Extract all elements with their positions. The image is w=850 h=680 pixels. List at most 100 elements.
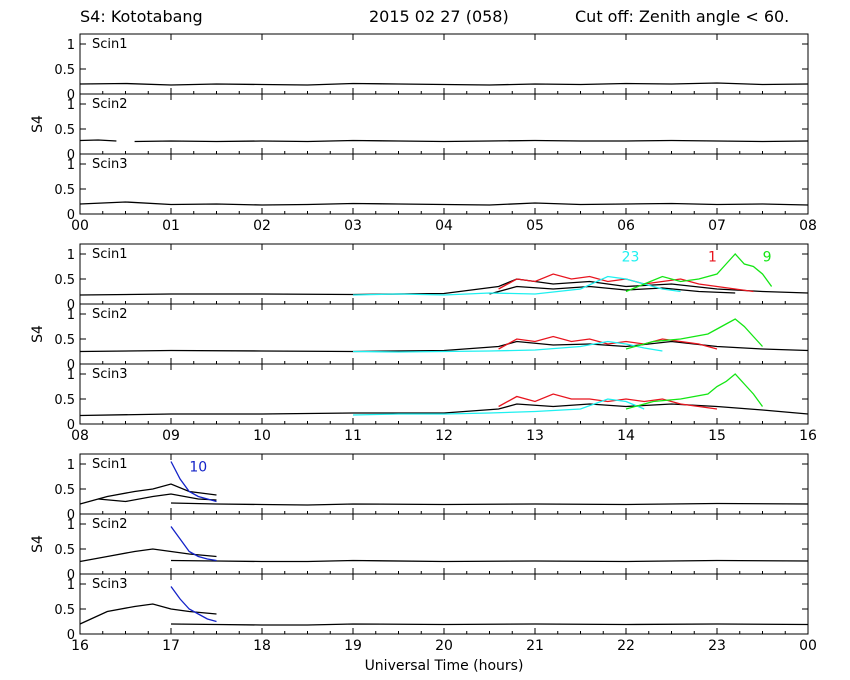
series-line-green — [625, 253, 773, 293]
y-tick-label: 1 — [67, 98, 75, 113]
annotation-label: 9 — [763, 250, 772, 266]
panel-label: Scin1 — [92, 457, 128, 472]
series-line-black — [79, 139, 117, 142]
annotation-label: 1 — [708, 250, 717, 266]
y-tick-label: 0.5 — [54, 123, 75, 138]
y-axis-label: S4 — [30, 535, 46, 553]
x-tick-label: 16 — [799, 428, 817, 444]
y-tick-label: 0 — [67, 628, 75, 643]
x-tick-label: 09 — [162, 428, 180, 444]
series-line-black — [489, 285, 736, 295]
y-axis-label: S4 — [30, 325, 46, 343]
series-line-black — [79, 483, 217, 505]
y-tick-label: 1 — [67, 248, 75, 263]
panel-label: Scin2 — [92, 517, 128, 532]
y-tick-label: 1 — [67, 38, 75, 53]
x-axis-label: Universal Time (hours) — [365, 658, 524, 674]
panel-frame — [79, 93, 809, 155]
x-tick-label: 17 — [162, 638, 180, 654]
panel-frame — [79, 513, 809, 575]
x-tick-label: 11 — [344, 428, 362, 444]
series-line-black — [170, 502, 809, 506]
series-line-cyan — [352, 398, 645, 416]
x-tick-label: 08 — [71, 428, 89, 444]
y-tick-label: 0 — [67, 148, 75, 163]
y-tick-label: 0.5 — [54, 63, 75, 78]
panel-frame — [79, 363, 809, 425]
series-line-black — [79, 548, 217, 563]
x-tick-label: 06 — [617, 218, 635, 234]
x-tick-label: 19 — [344, 638, 362, 654]
y-tick-label: 0 — [67, 298, 75, 313]
x-tick-label: 12 — [435, 428, 453, 444]
x-tick-label: 13 — [526, 428, 544, 444]
panel-label: Scin3 — [92, 367, 128, 382]
panel-label: Scin3 — [92, 157, 128, 172]
panel-label: Scin1 — [92, 247, 128, 262]
series-line-red — [498, 335, 718, 350]
x-tick-label: 04 — [435, 218, 453, 234]
x-tick-label: 22 — [617, 638, 635, 654]
series-line-cyan — [352, 275, 681, 296]
y-tick-label: 1 — [67, 158, 75, 173]
x-tick-label: 18 — [253, 638, 271, 654]
series-line-black — [98, 493, 217, 503]
y-tick-label: 0 — [67, 88, 75, 103]
y-tick-label: 0 — [67, 208, 75, 223]
series-line-black — [170, 559, 809, 563]
series-line-green — [625, 373, 764, 410]
y-tick-label: 0.5 — [54, 183, 75, 198]
y-tick-label: 0.5 — [54, 543, 75, 558]
series-line-blue — [170, 526, 217, 562]
x-tick-label: 14 — [617, 428, 635, 444]
chart-cutoff: Cut off: Zenith angle < 60. — [575, 7, 790, 26]
y-tick-label: 0 — [67, 508, 75, 523]
series-line-black — [134, 139, 809, 143]
panel-frame — [79, 303, 809, 365]
x-tick-label: 01 — [162, 218, 180, 234]
y-tick-label: 1 — [67, 578, 75, 593]
y-tick-label: 0 — [67, 568, 75, 583]
x-tick-label: 08 — [799, 218, 817, 234]
chart-date: 2015 02 27 (058) — [369, 7, 509, 26]
x-tick-label: 05 — [526, 218, 544, 234]
y-tick-label: 0.5 — [54, 603, 75, 618]
y-tick-label: 0 — [67, 418, 75, 433]
series-line-black — [79, 403, 809, 417]
panel-label: Scin2 — [92, 307, 128, 322]
y-tick-label: 0.5 — [54, 483, 75, 498]
y-tick-label: 1 — [67, 308, 75, 323]
x-tick-label: 00 — [799, 638, 817, 654]
series-line-blue — [170, 461, 217, 503]
y-tick-label: 1 — [67, 518, 75, 533]
series-line-black — [79, 82, 809, 86]
panel-label: Scin1 — [92, 37, 128, 52]
y-tick-label: 1 — [67, 368, 75, 383]
x-tick-label: 00 — [71, 218, 89, 234]
series-line-green — [625, 318, 763, 350]
annotation-label: 23 — [622, 250, 640, 266]
x-tick-label: 15 — [708, 428, 726, 444]
x-tick-label: 03 — [344, 218, 362, 234]
y-tick-label: 0.5 — [54, 393, 75, 408]
x-tick-label: 07 — [708, 218, 726, 234]
y-tick-label: 0.5 — [54, 273, 75, 288]
panel-label: Scin3 — [92, 577, 128, 592]
y-axis-label: S4 — [30, 115, 46, 133]
y-tick-label: 0 — [67, 358, 75, 373]
x-tick-label: 10 — [253, 428, 271, 444]
series-line-blue — [170, 586, 217, 623]
series-line-black — [79, 340, 809, 353]
y-tick-label: 1 — [67, 458, 75, 473]
x-tick-label: 16 — [71, 638, 89, 654]
annotation-label: 10 — [189, 460, 207, 476]
series-line-black — [79, 201, 809, 206]
x-tick-label: 21 — [526, 638, 544, 654]
series-line-black — [79, 603, 217, 625]
x-tick-label: 20 — [435, 638, 453, 654]
series-line-black — [170, 623, 809, 626]
series-line-black — [79, 278, 809, 296]
panel-label: Scin2 — [92, 97, 128, 112]
y-tick-label: 0.5 — [54, 333, 75, 348]
